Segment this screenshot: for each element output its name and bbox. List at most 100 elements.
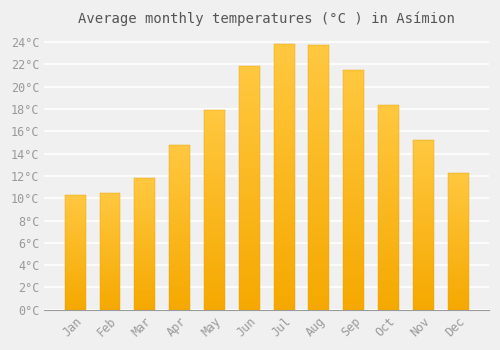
Bar xyxy=(239,202,260,205)
Bar xyxy=(344,267,364,269)
Bar xyxy=(308,56,330,59)
Bar xyxy=(239,227,260,229)
Bar xyxy=(413,203,434,205)
Bar xyxy=(378,137,399,139)
Bar xyxy=(239,134,260,136)
Bar xyxy=(308,101,330,104)
Bar xyxy=(344,298,364,300)
Bar xyxy=(378,156,399,158)
Bar xyxy=(378,127,399,129)
Bar xyxy=(344,233,364,236)
Bar xyxy=(204,174,225,176)
Bar xyxy=(308,241,330,244)
Bar xyxy=(64,227,86,228)
Bar xyxy=(413,188,434,189)
Bar xyxy=(308,46,330,310)
Bar xyxy=(413,227,434,228)
Bar xyxy=(239,261,260,263)
Bar xyxy=(64,217,86,218)
Bar xyxy=(308,257,330,259)
Bar xyxy=(239,278,260,280)
Bar xyxy=(100,243,120,244)
Bar xyxy=(448,193,468,195)
Bar xyxy=(169,273,190,275)
Bar xyxy=(413,162,434,164)
Bar xyxy=(378,139,399,141)
Bar xyxy=(378,275,399,277)
Bar xyxy=(169,250,190,252)
Bar xyxy=(169,158,190,160)
Bar xyxy=(169,156,190,158)
Bar xyxy=(274,225,294,228)
Bar xyxy=(134,294,155,295)
Bar xyxy=(308,228,330,230)
Bar xyxy=(448,265,468,266)
Bar xyxy=(239,170,260,173)
Bar xyxy=(134,218,155,219)
Bar xyxy=(239,190,260,192)
Bar xyxy=(413,201,434,203)
Bar xyxy=(169,173,190,174)
Bar xyxy=(308,302,330,304)
Bar xyxy=(344,240,364,243)
Bar xyxy=(134,187,155,189)
Bar xyxy=(448,292,468,293)
Bar xyxy=(169,240,190,242)
Bar xyxy=(239,256,260,258)
Bar xyxy=(134,201,155,202)
Bar xyxy=(308,164,330,167)
Bar xyxy=(64,198,86,200)
Bar xyxy=(100,303,120,304)
Bar xyxy=(64,288,86,289)
Bar xyxy=(204,212,225,214)
Bar xyxy=(448,185,468,186)
Bar xyxy=(134,197,155,198)
Bar xyxy=(64,199,86,201)
Bar xyxy=(308,186,330,188)
Bar xyxy=(378,250,399,252)
Bar xyxy=(308,53,330,56)
Bar xyxy=(169,212,190,214)
Bar xyxy=(169,229,190,231)
Bar xyxy=(100,263,120,264)
Bar xyxy=(308,130,330,133)
Bar xyxy=(64,254,86,256)
Bar xyxy=(413,260,434,262)
Bar xyxy=(100,301,120,303)
Bar xyxy=(204,192,225,194)
Bar xyxy=(344,142,364,144)
Bar xyxy=(413,217,434,218)
Bar xyxy=(239,166,260,168)
Bar xyxy=(239,219,260,222)
Bar xyxy=(239,175,260,178)
Bar xyxy=(204,256,225,258)
Bar xyxy=(378,289,399,291)
Bar xyxy=(274,55,294,58)
Bar xyxy=(239,114,260,117)
Bar xyxy=(134,277,155,278)
Bar xyxy=(448,236,468,237)
Bar xyxy=(204,160,225,162)
Bar xyxy=(448,222,468,223)
Bar xyxy=(378,234,399,236)
Bar xyxy=(378,144,399,146)
Bar xyxy=(204,190,225,192)
Bar xyxy=(378,238,399,240)
Bar xyxy=(64,279,86,280)
Bar xyxy=(239,234,260,237)
Bar xyxy=(448,301,468,303)
Bar xyxy=(169,193,190,194)
Bar xyxy=(413,271,434,272)
Bar xyxy=(134,279,155,281)
Bar xyxy=(239,161,260,163)
Bar xyxy=(134,236,155,237)
Bar xyxy=(204,134,225,136)
Bar xyxy=(64,213,86,215)
Bar xyxy=(413,291,434,293)
Bar xyxy=(413,306,434,308)
Bar xyxy=(64,228,86,229)
Bar xyxy=(100,237,120,238)
Bar xyxy=(274,159,294,161)
Bar xyxy=(308,114,330,117)
Bar xyxy=(378,298,399,300)
